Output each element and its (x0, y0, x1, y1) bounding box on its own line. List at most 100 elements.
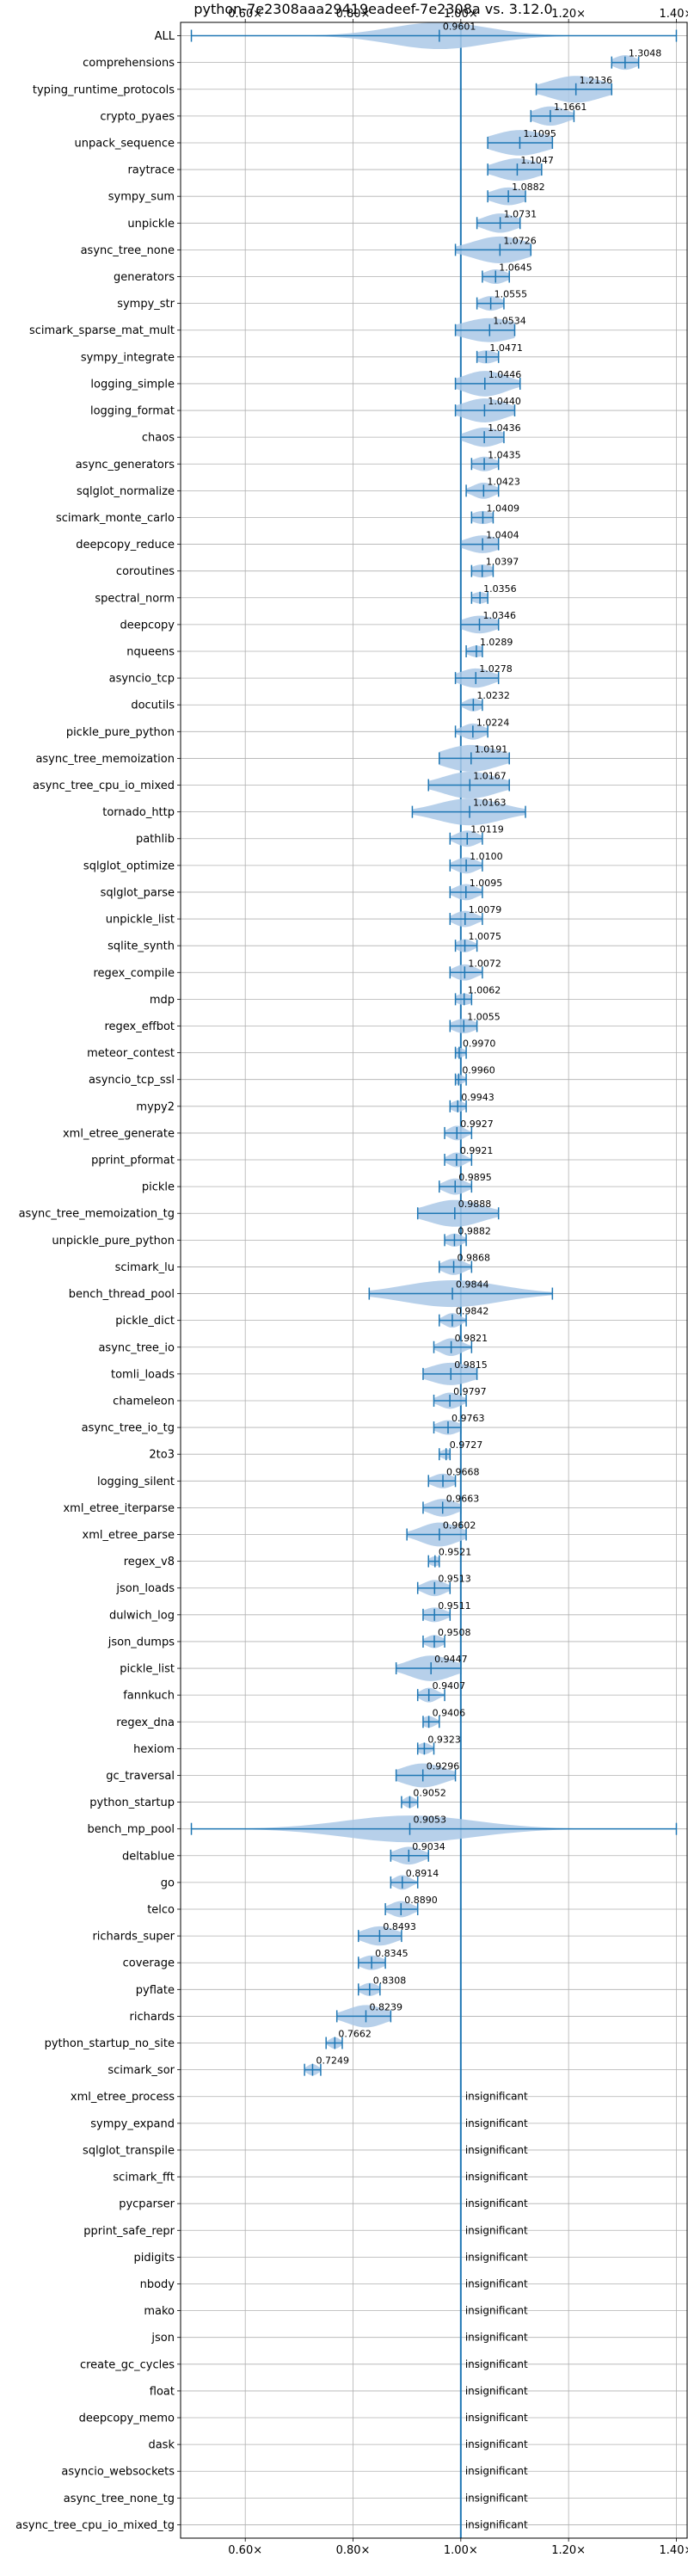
y-tick-label: tornado_http (102, 806, 175, 819)
value-label: 1.0726 (503, 235, 537, 246)
insignificant-label: insignificant (465, 2171, 528, 2183)
y-tick-label: sqlglot_parse (101, 886, 175, 899)
value-label: 0.9511 (438, 1600, 471, 1612)
y-tick-label: xml_etree_process (71, 2091, 175, 2104)
value-label: 0.9663 (446, 1493, 480, 1504)
value-label: 0.9970 (463, 1038, 496, 1050)
insignificant-label: insignificant (465, 2091, 528, 2103)
value-label: 1.0534 (493, 316, 526, 327)
value-label: 1.0346 (483, 610, 517, 621)
y-tick-label: nqueens (126, 646, 175, 659)
y-tick-label: mako (144, 2305, 175, 2318)
value-label: 1.3048 (629, 48, 662, 59)
y-tick-label: python_startup_no_site (45, 2037, 175, 2050)
y-tick-label: json (150, 2332, 175, 2345)
y-tick-label: async_tree_memoization (35, 753, 175, 766)
insignificant-label: insignificant (465, 2438, 528, 2450)
y-tick-label: tomli_loads (111, 1368, 175, 1381)
y-tick-label: pycparser (119, 2198, 175, 2211)
y-tick-label: deepcopy_memo (79, 2413, 175, 2425)
y-tick-label: sqlglot_normalize (77, 485, 175, 498)
value-label: 0.7662 (338, 2029, 372, 2040)
y-tick-label: generators (114, 271, 175, 284)
y-tick-label: docutils (131, 699, 175, 712)
y-tick-label: scimark_fft (113, 2172, 175, 2185)
value-label: 1.0356 (483, 583, 517, 595)
value-label: 1.0095 (470, 878, 503, 889)
value-label: 0.9927 (460, 1119, 494, 1130)
y-tick-label: regex_dna (116, 1716, 175, 1729)
y-tick-label: bench_thread_pool (69, 1288, 175, 1301)
y-tick-label: deepcopy (120, 619, 175, 632)
y-tick-label: unpickle_list (106, 914, 175, 927)
value-label: 0.7249 (316, 2055, 349, 2067)
y-tick-label: sqlglot_transpile (83, 2144, 175, 2157)
value-label: 1.0075 (469, 931, 502, 942)
y-tick-label: deepcopy_reduce (76, 539, 175, 552)
value-label: 0.9842 (456, 1306, 489, 1317)
y-tick-label: xml_etree_iterparse (63, 1502, 175, 1515)
y-tick-label: comprehensions (83, 57, 175, 70)
value-label: 0.9960 (462, 1065, 495, 1076)
y-tick-label: unpack_sequence (74, 137, 175, 150)
chart-title: python-7e2308aaa29419eadeef-7e2308a vs. … (194, 1, 552, 17)
y-tick-label: sympy_str (117, 298, 175, 311)
value-label: 0.9821 (455, 1333, 488, 1344)
y-tick-label: json_loads (115, 1582, 175, 1595)
y-tick-label: pickle_dict (115, 1315, 175, 1328)
y-tick-label: scimark_monte_carlo (56, 512, 175, 525)
y-tick-label: scimark_lu (115, 1261, 175, 1274)
value-label: 1.0079 (469, 904, 502, 915)
y-tick-label: asyncio_websockets (61, 2466, 175, 2479)
y-tick-label: coroutines (116, 565, 175, 578)
y-tick-label: spectral_norm (95, 592, 175, 605)
y-tick-label: pprint_safe_repr (83, 2225, 175, 2238)
value-label: 1.0731 (504, 208, 538, 219)
y-tick-label: pickle_pure_python (66, 726, 175, 739)
y-tick-label: async_tree_cpu_io_mixed (33, 780, 175, 792)
y-tick-label: dask (148, 2439, 175, 2452)
value-label: 0.9888 (458, 1199, 492, 1210)
value-label: 1.0289 (480, 637, 513, 648)
x-tick-label-bottom: 1.00× (444, 2544, 478, 2557)
value-label: 0.8890 (404, 1895, 438, 1906)
value-label: 0.9053 (413, 1815, 446, 1826)
insignificant-label: insignificant (465, 2358, 528, 2370)
value-label: 1.0436 (488, 422, 521, 434)
x-tick-label-top: 1.00× (444, 8, 478, 21)
value-label: 1.0397 (486, 557, 519, 568)
value-label: 1.1047 (520, 155, 554, 166)
y-tick-label: meteor_contest (87, 1047, 175, 1060)
grid-layer (181, 22, 687, 2538)
y-tick-label: ALL (155, 30, 175, 43)
value-label: 0.9602 (443, 1520, 476, 1531)
value-label: 1.0167 (473, 771, 507, 782)
value-label: 0.9727 (450, 1439, 483, 1451)
value-label: 0.9601 (443, 22, 476, 33)
value-label: 0.9921 (460, 1145, 494, 1156)
value-label: 0.9034 (412, 1841, 445, 1852)
value-label: 0.9763 (452, 1413, 485, 1424)
insignificant-label: insignificant (465, 2465, 528, 2477)
value-label: 0.9407 (433, 1680, 466, 1692)
y-tick-label: regex_v8 (124, 1556, 175, 1568)
value-label: 1.0119 (470, 824, 504, 835)
y-tick-label: create_gc_cycles (80, 2358, 175, 2371)
y-tick-label: typing_runtime_protocols (33, 83, 175, 96)
y-tick-label: chaos (142, 432, 175, 445)
x-tick-label-top: 0.80× (336, 8, 371, 21)
insignificant-label: insignificant (465, 2305, 528, 2317)
value-label: 0.9296 (427, 1760, 459, 1772)
y-tick-label: raytrace (127, 164, 175, 177)
insignificant-label: insignificant (465, 2412, 528, 2424)
y-tick-label: 2to3 (149, 1449, 175, 1462)
y-tick-label: regex_compile (93, 967, 175, 980)
x-tick-label-top: 1.20× (551, 8, 586, 21)
y-tick-label: unpickle (127, 218, 175, 231)
insignificant-label: insignificant (465, 2144, 528, 2156)
y-tick-label: pickle_list (120, 1663, 175, 1676)
y-tick-label: fannkuch (123, 1690, 175, 1703)
plot-frame (180, 22, 688, 2539)
insignificant-label: insignificant (465, 2492, 528, 2504)
